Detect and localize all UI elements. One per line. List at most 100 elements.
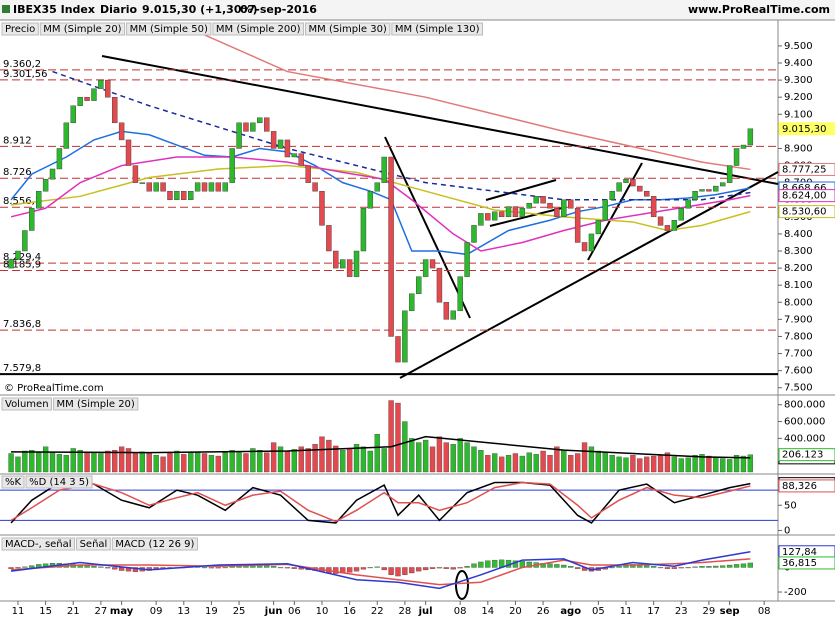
legend-entry: MM (Simple 20)	[57, 399, 135, 410]
bar	[588, 446, 595, 473]
candle	[367, 190, 374, 209]
bar	[436, 567, 443, 569]
series-line	[10, 551, 751, 590]
bar	[84, 565, 90, 568]
candle	[63, 122, 70, 149]
candle	[125, 139, 132, 166]
bar	[8, 453, 14, 473]
bar	[720, 565, 726, 568]
bar	[22, 566, 28, 568]
value-label: 8.530,60	[782, 207, 827, 218]
y-tick-label: 8.300	[784, 246, 813, 257]
candle	[471, 225, 477, 243]
y-tick-label: 8.900	[784, 143, 813, 154]
bar	[720, 458, 726, 473]
bar	[381, 448, 387, 473]
site: www.ProRealTime.com	[688, 3, 830, 16]
candle	[118, 122, 125, 141]
candle	[485, 213, 491, 221]
bar	[8, 567, 14, 569]
candle	[277, 139, 284, 149]
candle	[733, 148, 740, 166]
bar	[685, 457, 691, 473]
legend-box	[212, 22, 305, 36]
value-box	[778, 448, 835, 462]
x-tick-label: 08	[758, 606, 771, 617]
candle	[312, 182, 318, 192]
bar	[526, 561, 532, 568]
bar	[402, 567, 408, 575]
candle	[49, 168, 56, 180]
bar	[333, 567, 339, 574]
candle	[187, 190, 194, 200]
candle	[257, 117, 263, 124]
bar	[305, 448, 311, 473]
candle	[561, 199, 567, 218]
candle	[91, 88, 97, 101]
bar	[436, 436, 443, 473]
candle	[160, 182, 166, 192]
legend-box	[1, 397, 53, 411]
candle	[291, 153, 298, 158]
bar	[547, 563, 553, 568]
bar	[471, 446, 477, 473]
legend-box	[76, 537, 111, 551]
candle	[139, 182, 146, 184]
x-tick-label: 28	[399, 606, 412, 617]
bar	[574, 453, 581, 473]
bar	[105, 450, 111, 473]
bar	[422, 439, 429, 473]
bar	[623, 457, 629, 473]
series-line	[52, 70, 751, 201]
bar	[644, 456, 650, 473]
bar	[561, 564, 567, 568]
bar	[118, 567, 125, 571]
bar	[291, 567, 297, 569]
bar	[409, 567, 415, 574]
candle	[381, 156, 387, 183]
candle	[450, 310, 456, 320]
candle	[56, 148, 63, 170]
bar	[174, 450, 180, 473]
candle	[664, 225, 671, 231]
candle	[554, 208, 560, 218]
bar	[443, 442, 449, 473]
bar	[671, 456, 678, 473]
bar	[609, 567, 615, 569]
candle	[70, 105, 76, 124]
bar	[574, 567, 581, 569]
bar	[132, 452, 139, 473]
bar	[630, 455, 636, 473]
bar	[416, 567, 422, 572]
value-label: 127,84	[782, 547, 817, 558]
y-tick-label: 400.000	[784, 433, 825, 444]
candle	[208, 182, 215, 192]
date: 07-sep-2016	[240, 3, 317, 16]
bar	[229, 449, 235, 473]
bar	[706, 566, 712, 568]
bar	[312, 444, 318, 473]
candle	[201, 182, 208, 192]
bar	[160, 456, 166, 473]
x-tick-label: 14	[481, 606, 494, 617]
level-label: 7.579,8	[3, 363, 41, 374]
candle	[84, 96, 90, 101]
bar	[637, 458, 643, 473]
x-tick-label: jun	[264, 606, 283, 617]
bar	[98, 453, 104, 473]
copyright: © ProRealTime.com	[4, 383, 104, 394]
level-label: 9.360,2	[3, 59, 41, 70]
legend-box	[1, 475, 25, 489]
y-tick-label: 7.800	[784, 331, 813, 342]
value-label: 8.668,66	[782, 183, 827, 194]
y-tick-label: 600.000	[784, 417, 825, 428]
candle	[623, 179, 629, 183]
bar	[346, 567, 353, 573]
candle	[22, 230, 28, 252]
bar	[167, 452, 173, 473]
candle	[740, 144, 747, 149]
level-label: 8.185,9	[3, 260, 41, 271]
bar	[505, 455, 512, 473]
y-tick-label: 7.900	[784, 314, 813, 325]
